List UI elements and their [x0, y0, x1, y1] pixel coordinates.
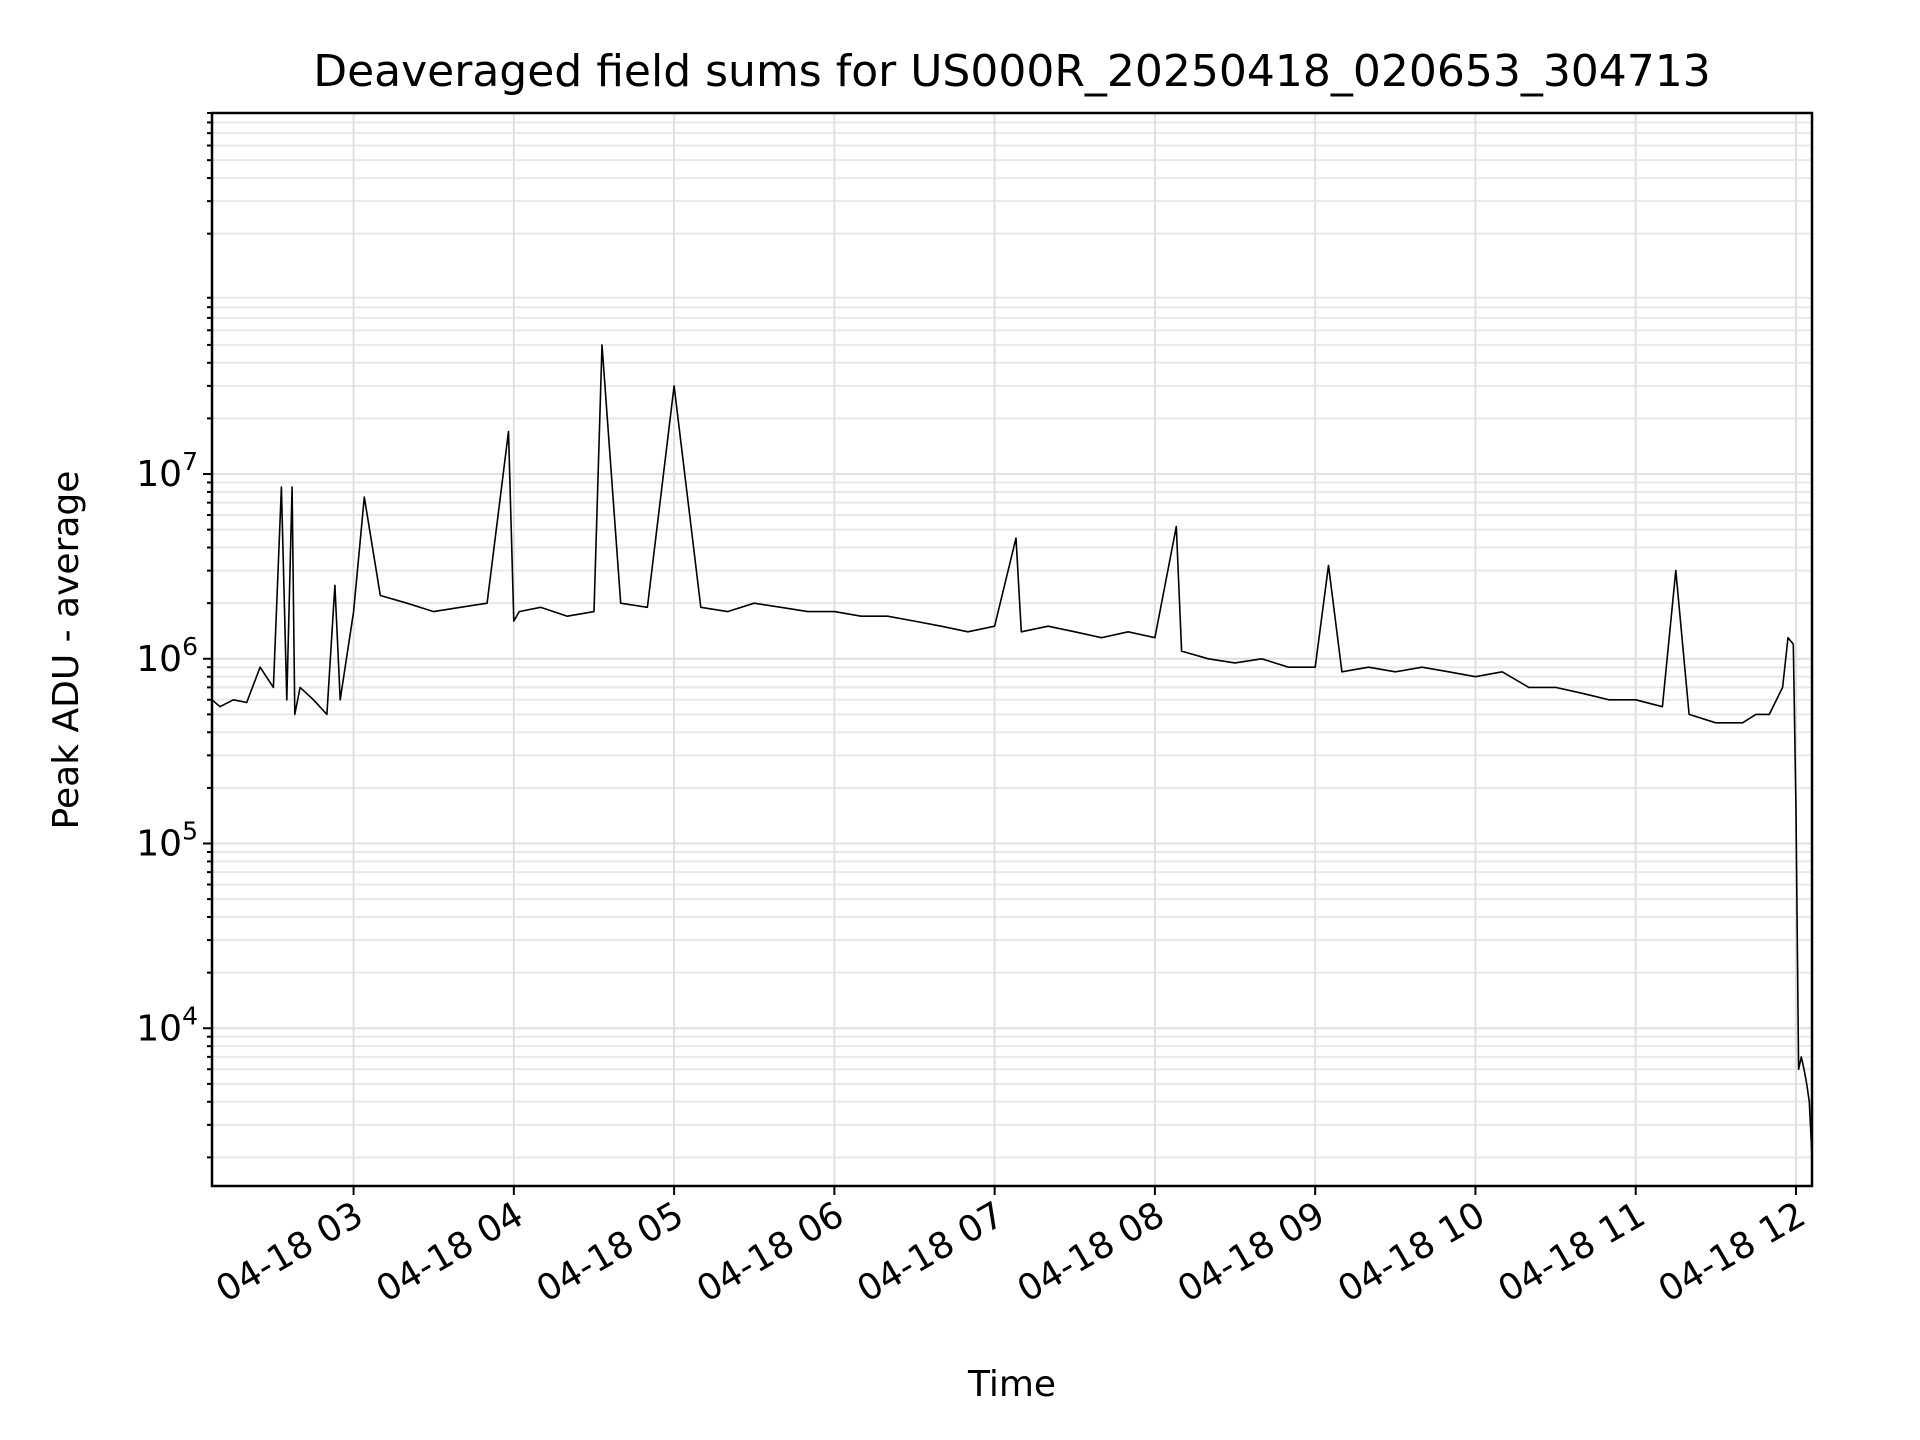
- y-tick-label: 105: [136, 817, 198, 865]
- x-axis-label: Time: [967, 1364, 1056, 1405]
- x-tick-label: 04-18 09: [1171, 1194, 1332, 1310]
- x-tick-label: 04-18 10: [1331, 1194, 1492, 1310]
- series-line: [211, 344, 1813, 1158]
- y-axis-label: Peak ADU - average: [46, 471, 87, 830]
- y-tick-label: 104: [136, 1001, 198, 1049]
- x-tick-label: 04-18 05: [530, 1194, 691, 1310]
- plot-frame: [210, 111, 1814, 1188]
- grid: [212, 112, 1812, 1186]
- x-tick-label: 04-18 07: [850, 1194, 1011, 1310]
- x-tick-label: 04-18 11: [1492, 1194, 1653, 1310]
- y-axis-ticks: 104 105 106 107: [136, 112, 212, 1159]
- series-layer: [211, 344, 1813, 1158]
- y-tick-label: 107: [136, 447, 198, 495]
- x-tick-label: 04-18 04: [370, 1194, 531, 1310]
- chart-title: Deaveraged field sums for US000R_2025041…: [313, 46, 1711, 97]
- x-tick-label: 04-18 08: [1011, 1194, 1172, 1310]
- x-axis-ticks: 04-18 03 04-18 04 04-18 05 04-18 06 04-18 07…: [209, 1186, 1812, 1311]
- x-tick-label: 04-18 03: [209, 1194, 370, 1310]
- y-tick-label: 106: [136, 632, 198, 680]
- x-tick-label: 04-18 06: [690, 1194, 851, 1310]
- x-tick-label: 04-18 12: [1652, 1194, 1813, 1310]
